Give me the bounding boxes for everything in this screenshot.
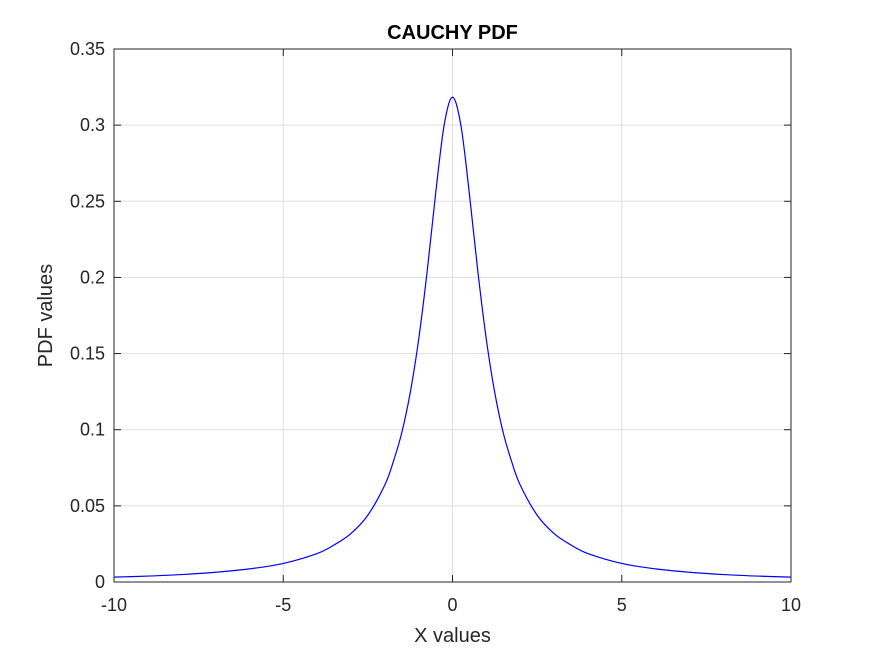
- y-tick-label: 0.2: [80, 267, 105, 287]
- y-axis-label: PDF values: [35, 264, 57, 367]
- x-axis-label: X values: [414, 625, 491, 647]
- y-tick-label: 0.05: [70, 496, 105, 516]
- x-tick-label: -5: [275, 595, 291, 615]
- y-tick-label: 0: [95, 572, 105, 592]
- y-tick-label: 0.3: [80, 115, 105, 135]
- x-tick-label: 5: [617, 595, 627, 615]
- y-tick-label: 0.35: [70, 39, 105, 59]
- y-tick-label: 0.15: [70, 344, 105, 364]
- x-tick-labels: -10 -5 0 5 10: [101, 595, 801, 615]
- x-tick-label: 0: [447, 595, 457, 615]
- y-tick-label: 0.25: [70, 191, 105, 211]
- series-line: [113, 96, 792, 578]
- series-group: [113, 96, 792, 578]
- chart-title: CAUCHY PDF: [387, 22, 518, 44]
- x-tick-label: -10: [101, 595, 127, 615]
- x-tick-label: 10: [781, 595, 801, 615]
- plot-frame: [113, 48, 792, 583]
- y-tick-labels: 0 0.05 0.1 0.15 0.2 0.25 0.3 0.35: [70, 39, 105, 592]
- y-tick-label: 0.1: [80, 420, 105, 440]
